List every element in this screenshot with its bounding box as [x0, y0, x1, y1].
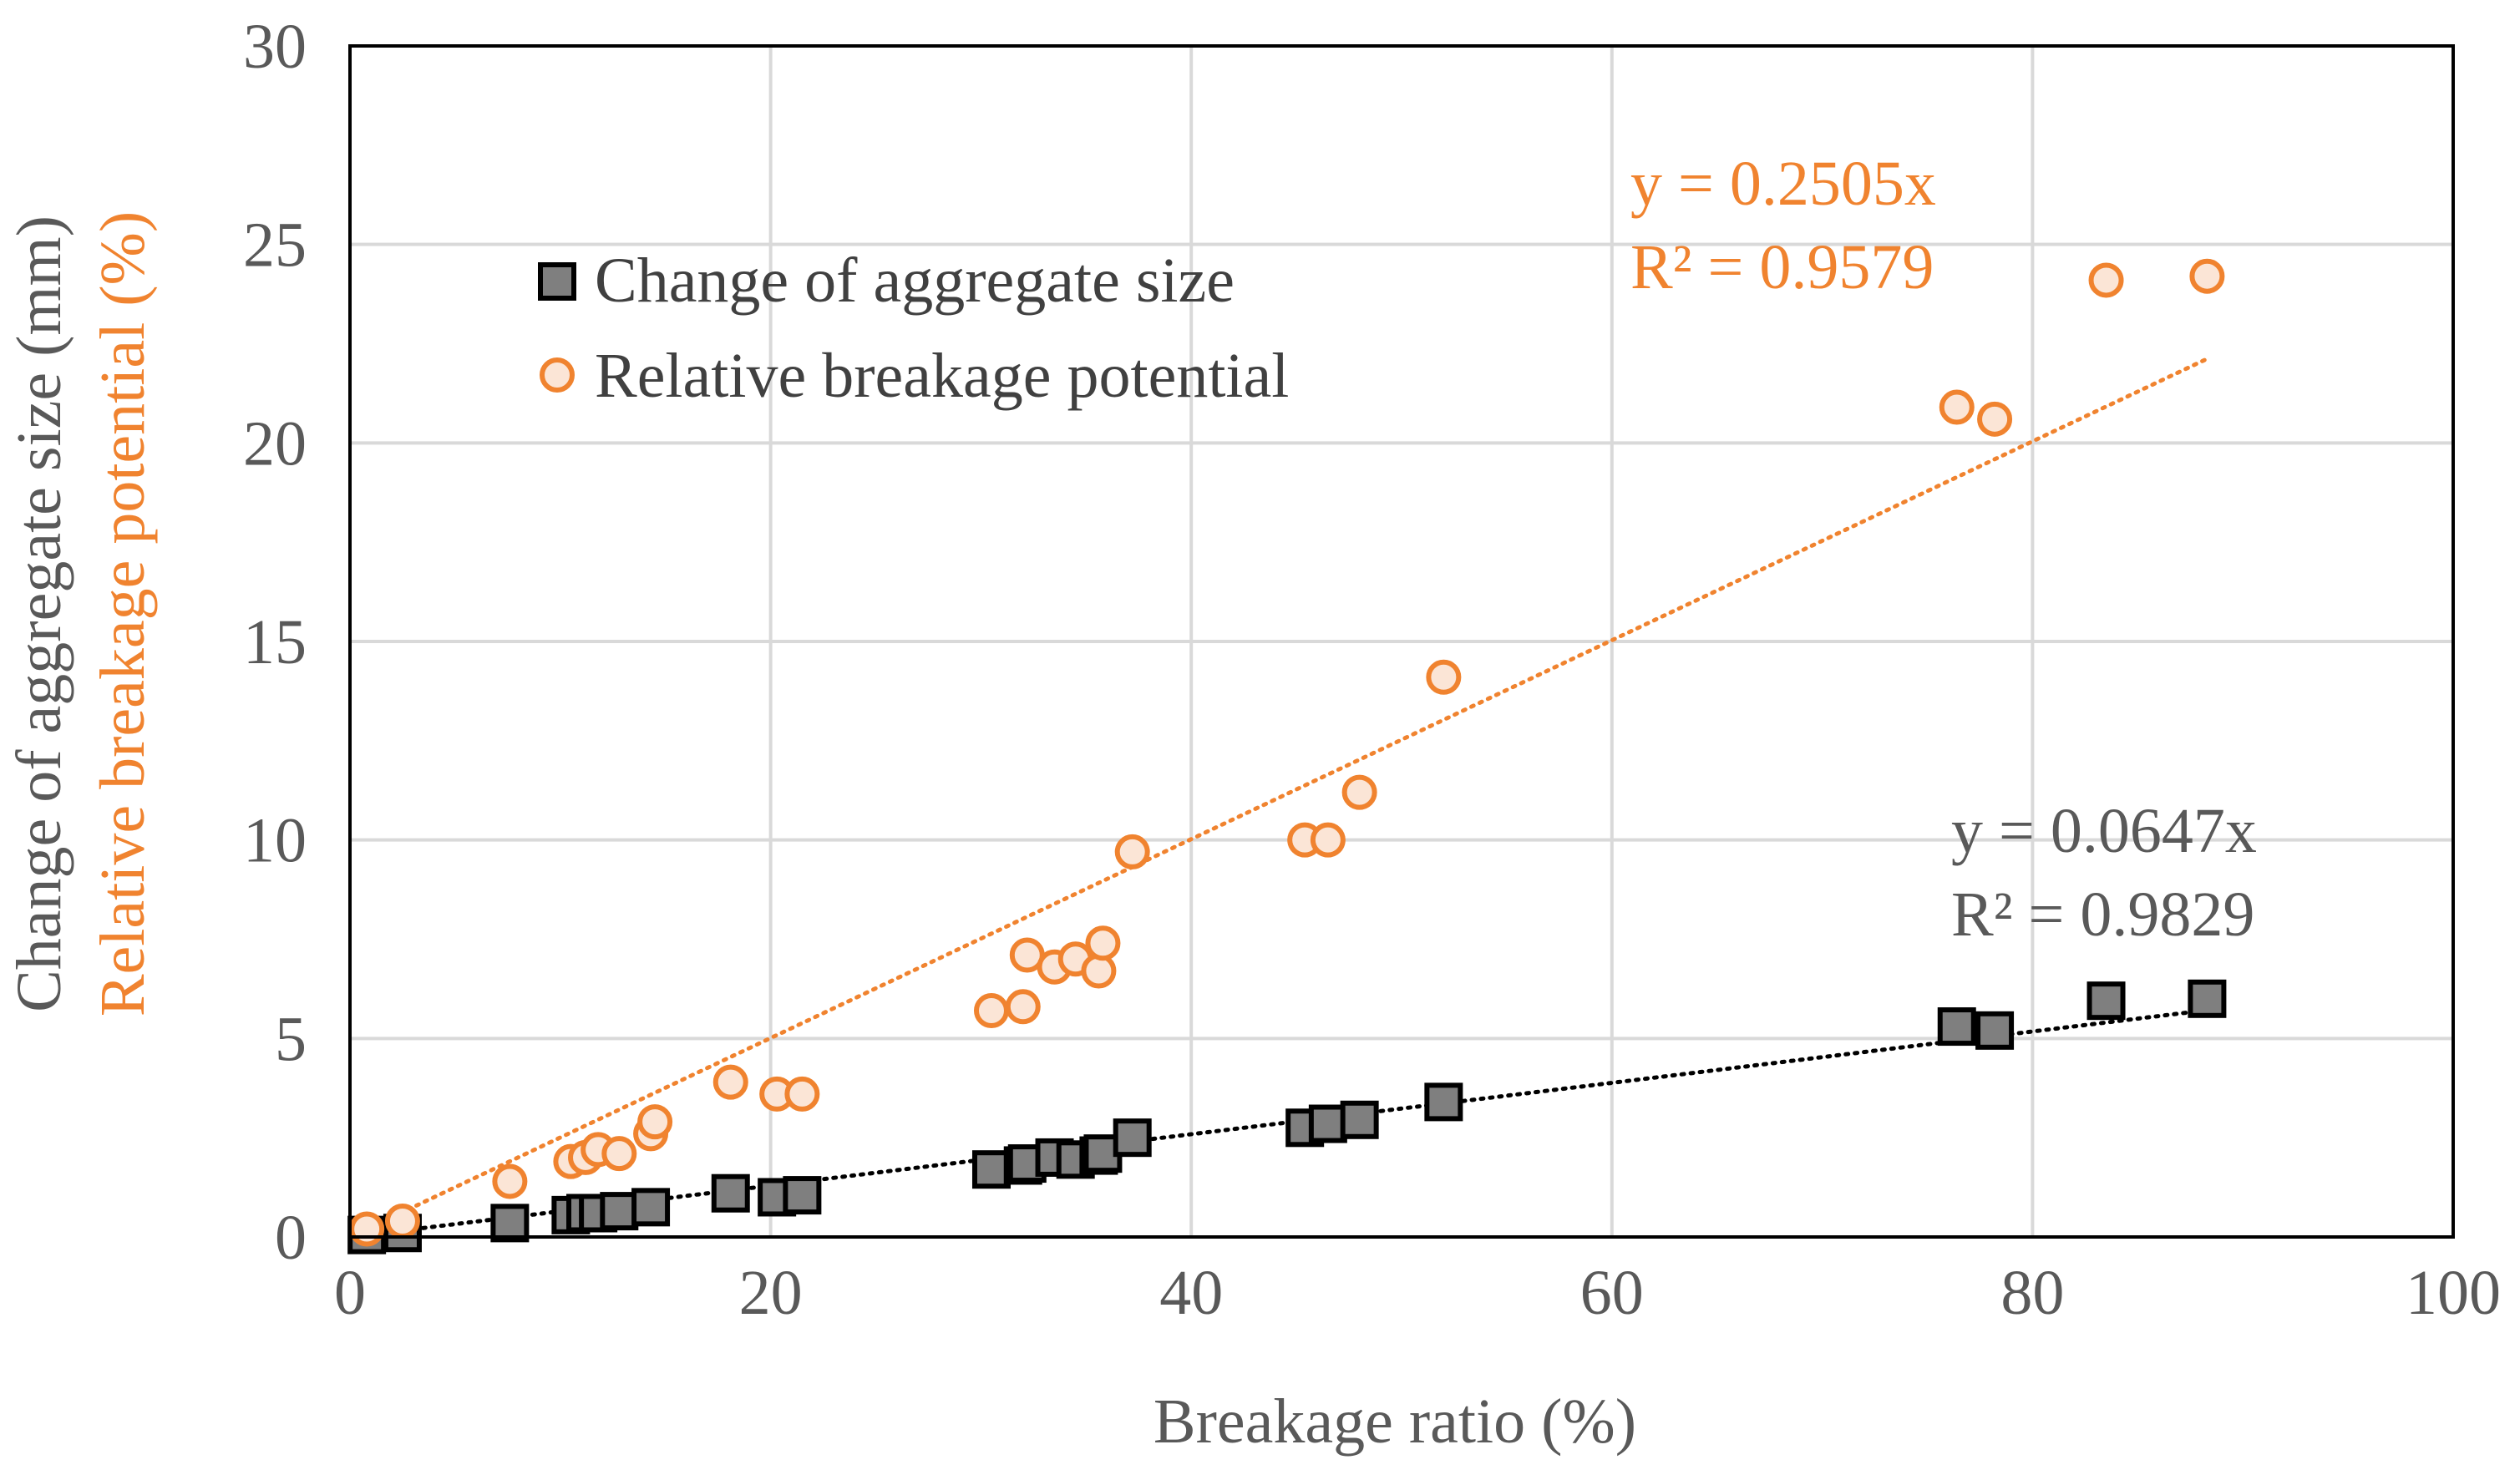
x-tick-label: 60 — [1580, 1258, 1644, 1328]
y-tick-label: 0 — [275, 1203, 307, 1273]
relative-breakage-point — [1977, 401, 2013, 437]
aggregate-size-point — [1113, 1118, 1152, 1158]
y-tick-label: 30 — [243, 12, 307, 82]
legend-label-relative-breakage: Relative breakage potential — [595, 341, 1289, 411]
x-tick-label: 80 — [2000, 1258, 2064, 1328]
relative-breakage-point — [1939, 389, 1975, 425]
aggregate-size-point — [1340, 1100, 1379, 1139]
y-tick-label: 25 — [243, 210, 307, 281]
black-trendline-equation: y = 0.0647x — [1951, 796, 2257, 866]
aggregate-size-point — [971, 1150, 1011, 1189]
relative-breakage-point — [384, 1203, 420, 1239]
aggregate-size-point — [783, 1176, 822, 1215]
relative-breakage-point — [784, 1076, 820, 1112]
relative-breakage-point — [601, 1136, 637, 1172]
relative-breakage-point — [1426, 659, 1462, 695]
legend-square-marker — [538, 262, 576, 301]
x-tick-label: 40 — [1159, 1258, 1223, 1328]
aggregate-size-point — [600, 1192, 639, 1231]
aggregate-size-point — [1308, 1104, 1347, 1143]
legend-circle-marker — [540, 357, 575, 393]
y-axis-label-secondary: Relative breakage potential (%) — [88, 211, 158, 1016]
aggregate-size-point — [2188, 979, 2227, 1018]
plot-frame — [348, 44, 2455, 1239]
aggregate-size-point — [1424, 1082, 1463, 1122]
y-tick-label: 5 — [275, 1004, 307, 1074]
x-axis-label: Breakage ratio (%) — [1154, 1386, 1636, 1457]
relative-breakage-point — [712, 1064, 748, 1100]
tick-labels: 0 20 40 60 80 100 0 5 10 15 20 25 30 — [243, 12, 2501, 1328]
relative-breakage-point — [1085, 925, 1121, 961]
legend-label-aggregate-size: Change of aggregate size — [595, 246, 1235, 316]
data-markers — [347, 258, 2227, 1255]
relative-breakage-point — [1114, 834, 1150, 869]
aggregate-size-point — [490, 1204, 530, 1243]
relative-breakage-point — [1310, 822, 1346, 858]
aggregate-size-point — [1975, 1011, 2015, 1050]
orange-trendline-r2: R² = 0.9579 — [1630, 232, 1934, 302]
y-axis-label-primary: Change of aggregate size (mm) — [4, 215, 74, 1012]
y-tick-label: 15 — [243, 607, 307, 677]
aggregate-size-point — [2086, 981, 2126, 1021]
black-trendline-annotation: y = 0.0647x R² = 0.9829 — [1951, 796, 2257, 950]
relative-breakage-point — [2189, 258, 2225, 294]
x-tick-label: 0 — [334, 1258, 366, 1328]
relative-breakage-point — [1081, 953, 1117, 989]
relative-breakage-point — [349, 1211, 385, 1247]
aggregate-size-point — [1937, 1007, 1976, 1047]
orange-trendline-annotation: y = 0.2505x R² = 0.9579 — [1630, 149, 1936, 302]
relative-breakage-point — [492, 1163, 528, 1199]
y-tick-label: 10 — [243, 806, 307, 876]
legend: Change of aggregate size Relative breaka… — [538, 246, 1289, 411]
relative-breakage-point — [973, 993, 1009, 1029]
relative-breakage-point — [1005, 989, 1041, 1025]
black-trendline-r2: R² = 0.9829 — [1951, 879, 2254, 950]
relative-breakage-point — [1341, 774, 1377, 810]
relative-breakage-trendline — [347, 357, 2209, 1239]
orange-trendline-equation: y = 0.2505x — [1630, 149, 1936, 219]
x-tick-label: 20 — [739, 1258, 803, 1328]
aggregate-size-point — [711, 1173, 750, 1213]
grid-lines — [350, 46, 2453, 1237]
y-tick-label: 20 — [243, 408, 307, 479]
relative-breakage-point — [637, 1104, 673, 1140]
x-tick-label: 100 — [2406, 1258, 2501, 1328]
relative-breakage-point — [2088, 262, 2124, 298]
aggregate-size-point — [631, 1188, 671, 1227]
trendlines — [347, 357, 2209, 1239]
